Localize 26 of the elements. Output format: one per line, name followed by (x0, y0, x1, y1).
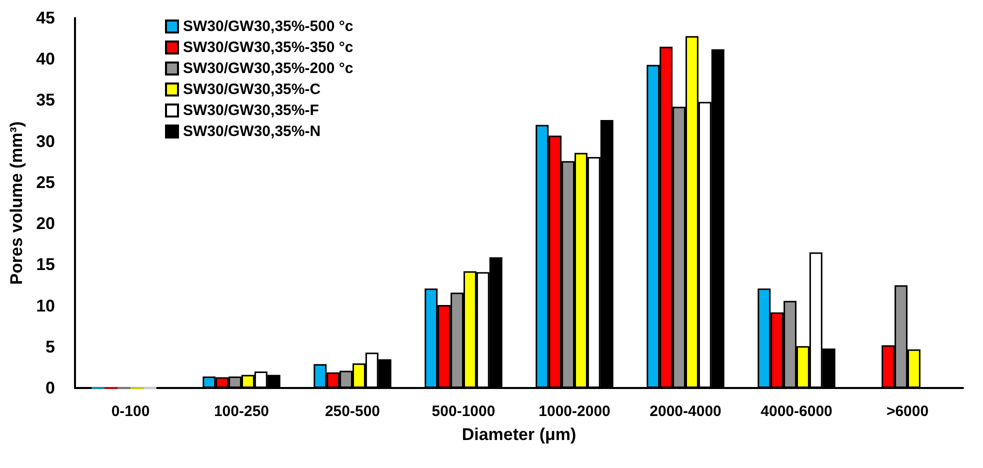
y-tick-label: 15 (36, 255, 55, 274)
y-tick-label: 5 (46, 337, 55, 356)
x-tick-label: 4000-6000 (760, 403, 832, 420)
y-tick-label: 35 (36, 90, 55, 110)
y-tick-label: 0 (46, 378, 55, 398)
legend-label: SW30/GW30,35%-F (183, 102, 319, 119)
legend-label: SW30/GW30,35%-N (183, 123, 321, 140)
y-axis-title: Pores volume (mm³) (7, 121, 26, 285)
x-tick-label: 100-250 (214, 403, 270, 420)
x-tick-label: 0-100 (111, 403, 150, 420)
x-tick-label: 500-1000 (432, 403, 496, 420)
legend-label: SW30/GW30,35%-500 °c (183, 18, 354, 35)
y-tick-label: 10 (36, 296, 55, 316)
x-tick-label: >6000 (886, 403, 929, 420)
x-tick-label: 250-500 (324, 403, 380, 420)
y-tick-label: 45 (36, 8, 55, 28)
y-tick-label: 25 (36, 172, 55, 192)
legend-label: SW30/GW30,35%-C (183, 81, 321, 98)
y-tick-label: 40 (36, 50, 55, 69)
y-tick-label: 30 (36, 132, 55, 151)
legend-label: SW30/GW30,35%-350 °c (183, 39, 354, 56)
legend-label: SW30/GW30,35%-200 °c (183, 60, 354, 77)
y-tick-label: 20 (36, 214, 55, 234)
x-axis-title: Diameter (μm) (462, 425, 576, 444)
x-tick-label: 1000-2000 (538, 403, 610, 420)
x-tick-label: 2000-4000 (650, 403, 722, 420)
